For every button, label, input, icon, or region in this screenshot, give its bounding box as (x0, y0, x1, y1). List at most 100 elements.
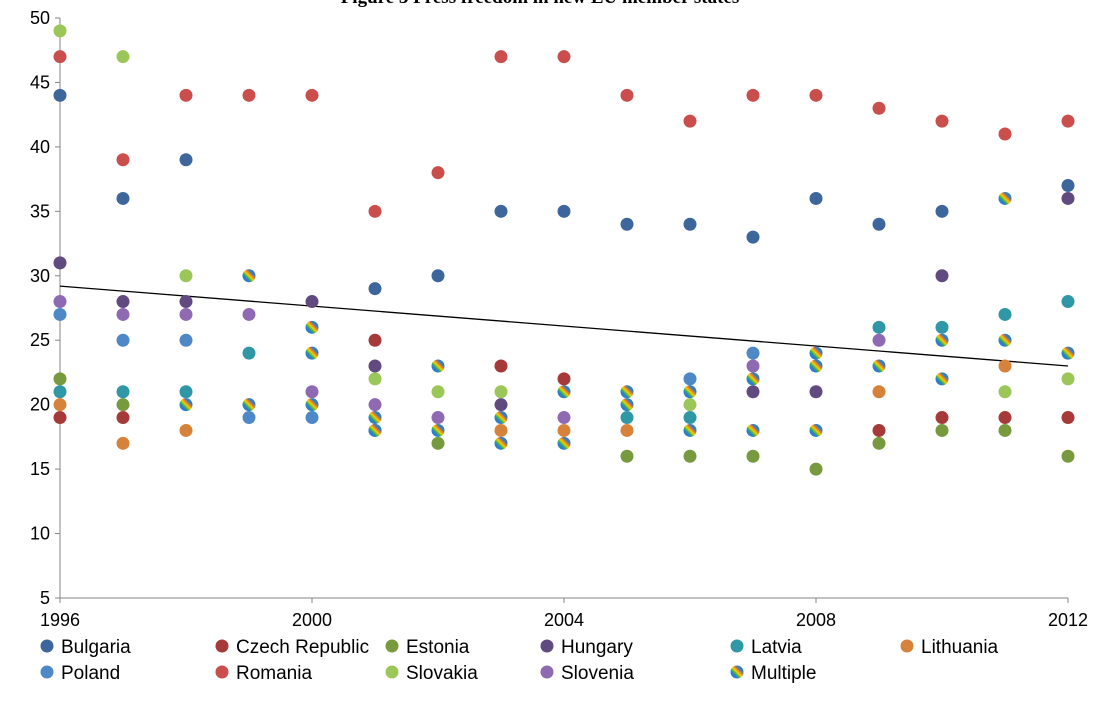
point-bulgaria (431, 269, 445, 283)
point-romania (557, 50, 571, 64)
legend-marker-estonia (385, 639, 399, 653)
point-bulgaria (116, 191, 130, 205)
point-latvia (116, 385, 130, 399)
point-slovakia (53, 24, 67, 38)
point-hungary (116, 295, 130, 309)
point-czech-republic (494, 359, 508, 373)
point-bulgaria (935, 204, 949, 218)
point-slovakia (1061, 372, 1075, 386)
legend-marker-bulgaria (40, 639, 54, 653)
point-romania (935, 114, 949, 128)
point-multiple (431, 359, 445, 373)
point-hungary (1061, 191, 1075, 205)
legend-label-czech-republic: Czech Republic (236, 637, 369, 658)
point-hungary (809, 385, 823, 399)
legend-marker-slovakia (385, 665, 399, 679)
point-slovenia (305, 385, 319, 399)
point-multiple (746, 423, 760, 437)
point-latvia (683, 411, 697, 425)
point-slovakia (431, 385, 445, 399)
legend-marker-poland (40, 665, 54, 679)
point-multiple (746, 372, 760, 386)
point-multiple (809, 346, 823, 360)
point-slovenia (368, 398, 382, 412)
point-multiple (494, 411, 508, 425)
point-estonia (1061, 449, 1075, 463)
point-multiple (494, 436, 508, 450)
point-bulgaria (872, 217, 886, 231)
point-slovenia (242, 307, 256, 321)
point-latvia (179, 385, 193, 399)
point-bulgaria (53, 88, 67, 102)
legend: Bulgaria Czech Republic Estonia Hungary Latv… (40, 637, 999, 684)
x-tick-label: 1996 (40, 610, 80, 630)
legend-label-poland: Poland (61, 663, 120, 684)
point-czech-republic (1061, 411, 1075, 425)
point-poland (305, 411, 319, 425)
point-romania (683, 114, 697, 128)
point-estonia (683, 449, 697, 463)
data-points-layer (53, 24, 1075, 476)
point-multiple (683, 385, 697, 399)
legend-marker-lithuania (900, 639, 914, 653)
point-romania (242, 88, 256, 102)
y-tick-label: 40 (30, 137, 50, 157)
point-czech-republic (557, 372, 571, 386)
point-romania (179, 88, 193, 102)
point-czech-republic (53, 411, 67, 425)
point-hungary (305, 295, 319, 309)
point-hungary (494, 398, 508, 412)
legend-label-romania: Romania (236, 663, 312, 684)
y-tick-label: 30 (30, 266, 50, 286)
point-slovenia (179, 307, 193, 321)
point-czech-republic (368, 333, 382, 347)
point-multiple (620, 398, 634, 412)
point-lithuania (872, 385, 886, 399)
point-estonia (935, 423, 949, 437)
y-tick-label: 45 (30, 72, 50, 92)
point-romania (872, 101, 886, 115)
point-romania (116, 153, 130, 167)
point-multiple (242, 269, 256, 283)
point-multiple (305, 346, 319, 360)
point-multiple (809, 359, 823, 373)
trendline (59, 285, 1069, 367)
point-bulgaria (557, 204, 571, 218)
point-czech-republic (872, 423, 886, 437)
legend-label-hungary: Hungary (561, 637, 633, 658)
x-axis: 1996 2000 2004 2008 2012 (40, 597, 1088, 630)
legend-label-estonia: Estonia (406, 637, 470, 658)
x-tick-label: 2000 (292, 610, 332, 630)
point-latvia (53, 385, 67, 399)
trendline-layer (59, 285, 1069, 367)
legend-label-multiple: Multiple (751, 663, 816, 684)
point-poland (116, 333, 130, 347)
legend-marker-romania (215, 665, 229, 679)
point-romania (809, 88, 823, 102)
x-tick-label: 2008 (796, 610, 836, 630)
point-hungary (53, 256, 67, 270)
point-romania (746, 88, 760, 102)
point-multiple (620, 385, 634, 399)
chart-title: Figure 3 Press freedom in new EU member … (341, 0, 740, 8)
point-multiple (998, 333, 1012, 347)
y-tick-label: 15 (30, 459, 50, 479)
point-czech-republic (935, 411, 949, 425)
point-slovakia (179, 269, 193, 283)
point-poland (53, 307, 67, 321)
point-poland (683, 372, 697, 386)
point-romania (998, 127, 1012, 141)
point-latvia (1061, 295, 1075, 309)
point-slovakia (116, 50, 130, 64)
legend-marker-hungary (540, 639, 554, 653)
point-multiple (809, 423, 823, 437)
y-tick-label: 20 (30, 395, 50, 415)
point-hungary (368, 359, 382, 373)
legend-marker-multiple (730, 665, 744, 679)
legend-marker-latvia (730, 639, 744, 653)
point-multiple (683, 423, 697, 437)
legend-label-slovakia: Slovakia (406, 663, 478, 684)
y-tick-label: 10 (30, 524, 50, 544)
point-latvia (872, 320, 886, 334)
